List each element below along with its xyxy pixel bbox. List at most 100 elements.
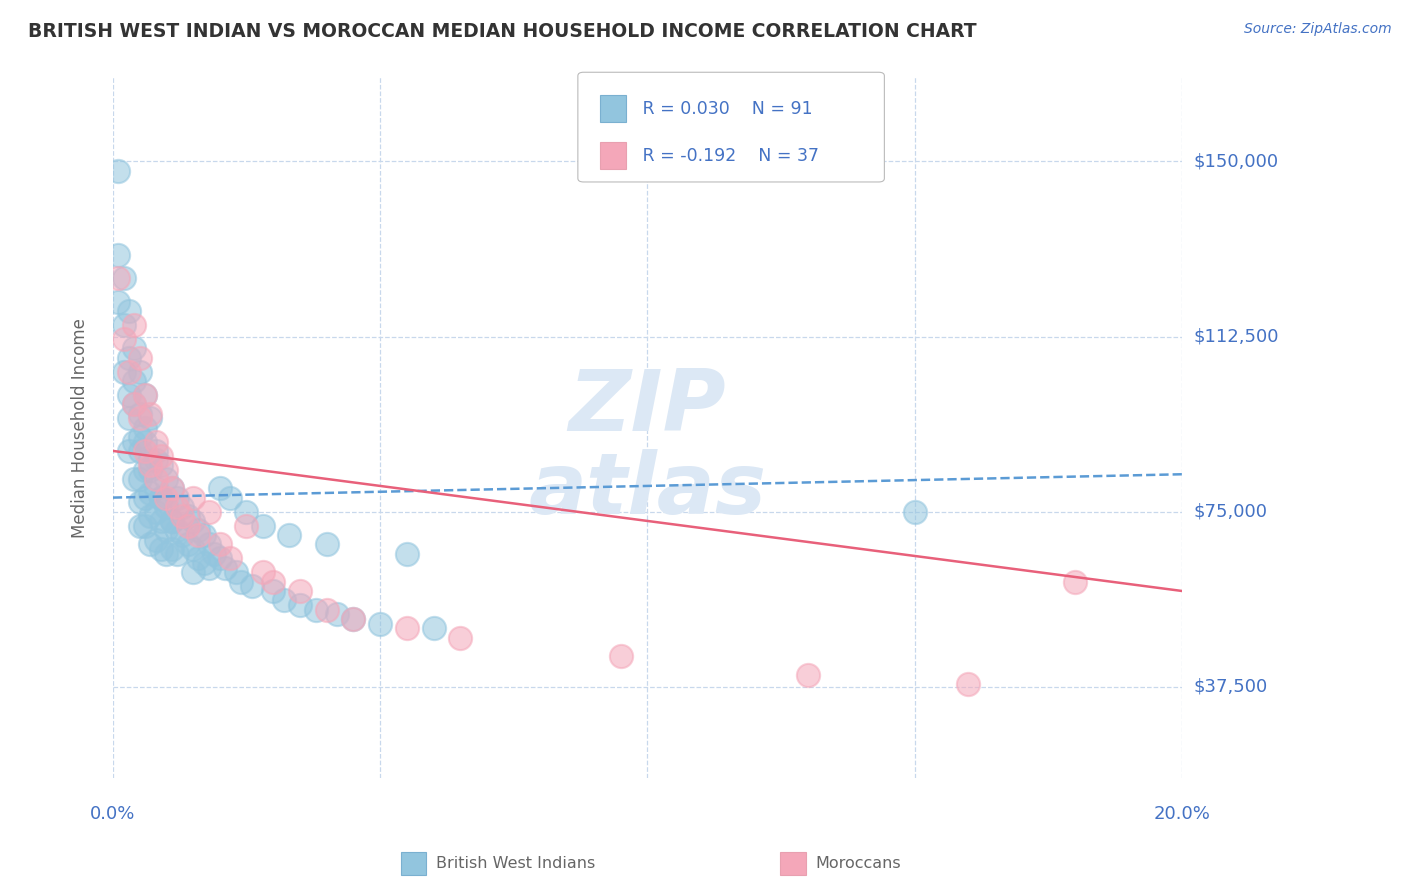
- Point: [172, 500, 194, 514]
- Point: [134, 420, 156, 434]
- Point: [122, 397, 145, 411]
- Text: R = 0.030    N = 91: R = 0.030 N = 91: [637, 100, 813, 118]
- Point: [145, 533, 167, 547]
- Text: Source: ZipAtlas.com: Source: ZipAtlas.com: [1244, 22, 1392, 37]
- Point: [112, 271, 135, 285]
- Point: [149, 458, 172, 472]
- Point: [112, 365, 135, 379]
- Point: [128, 430, 150, 444]
- Point: [118, 365, 141, 379]
- Point: [139, 462, 162, 476]
- Point: [134, 444, 156, 458]
- Point: [160, 514, 183, 528]
- Point: [155, 523, 177, 537]
- Point: [225, 566, 247, 580]
- Point: [187, 528, 209, 542]
- Point: [198, 537, 221, 551]
- Text: $75,000: $75,000: [1194, 502, 1267, 521]
- Point: [181, 514, 204, 528]
- Point: [122, 374, 145, 388]
- Point: [252, 566, 274, 580]
- Point: [278, 528, 301, 542]
- Point: [145, 472, 167, 486]
- Point: [342, 612, 364, 626]
- Point: [160, 481, 183, 495]
- Point: [395, 547, 418, 561]
- Point: [118, 388, 141, 402]
- Point: [252, 518, 274, 533]
- Point: [107, 294, 129, 309]
- Text: British West Indians: British West Indians: [436, 856, 595, 871]
- Point: [107, 271, 129, 285]
- Point: [128, 472, 150, 486]
- Text: Moroccans: Moroccans: [815, 856, 901, 871]
- Y-axis label: Median Household Income: Median Household Income: [72, 318, 89, 538]
- Point: [112, 318, 135, 332]
- Point: [235, 505, 257, 519]
- Point: [139, 486, 162, 500]
- Point: [198, 560, 221, 574]
- Point: [134, 462, 156, 476]
- Point: [155, 472, 177, 486]
- Point: [139, 458, 162, 472]
- Point: [107, 163, 129, 178]
- Point: [957, 677, 980, 691]
- Point: [219, 491, 242, 505]
- Point: [240, 579, 263, 593]
- Point: [172, 528, 194, 542]
- Point: [187, 551, 209, 566]
- Point: [118, 444, 141, 458]
- Point: [139, 537, 162, 551]
- Point: [326, 607, 349, 622]
- Point: [176, 518, 198, 533]
- Point: [176, 509, 198, 524]
- Point: [128, 407, 150, 421]
- Point: [395, 621, 418, 635]
- Point: [181, 566, 204, 580]
- Point: [128, 365, 150, 379]
- Point: [160, 514, 183, 528]
- Point: [139, 411, 162, 425]
- Point: [107, 248, 129, 262]
- Point: [145, 434, 167, 449]
- Point: [155, 462, 177, 476]
- Point: [160, 481, 183, 495]
- Text: $112,500: $112,500: [1194, 327, 1278, 345]
- Point: [187, 523, 209, 537]
- Point: [122, 341, 145, 355]
- Point: [288, 584, 311, 599]
- Point: [262, 574, 284, 589]
- Point: [122, 434, 145, 449]
- Point: [139, 407, 162, 421]
- Text: 20.0%: 20.0%: [1153, 805, 1211, 823]
- Point: [149, 514, 172, 528]
- Point: [134, 388, 156, 402]
- Text: ZIP: ZIP: [568, 366, 725, 449]
- Point: [288, 598, 311, 612]
- Point: [796, 668, 818, 682]
- Text: $37,500: $37,500: [1194, 678, 1267, 696]
- Point: [118, 351, 141, 365]
- Point: [904, 505, 927, 519]
- Point: [149, 541, 172, 556]
- Point: [149, 491, 172, 505]
- Point: [155, 547, 177, 561]
- Point: [128, 444, 150, 458]
- Point: [214, 560, 236, 574]
- Point: [172, 509, 194, 524]
- Point: [149, 449, 172, 463]
- Text: BRITISH WEST INDIAN VS MOROCCAN MEDIAN HOUSEHOLD INCOME CORRELATION CHART: BRITISH WEST INDIAN VS MOROCCAN MEDIAN H…: [28, 22, 977, 41]
- Point: [145, 481, 167, 495]
- Text: 0.0%: 0.0%: [90, 805, 135, 823]
- Point: [235, 518, 257, 533]
- Point: [208, 551, 231, 566]
- Point: [155, 500, 177, 514]
- Point: [208, 537, 231, 551]
- Point: [166, 500, 188, 514]
- Point: [118, 411, 141, 425]
- Point: [422, 621, 444, 635]
- Point: [145, 505, 167, 519]
- Point: [134, 491, 156, 505]
- Point: [262, 584, 284, 599]
- Point: [193, 528, 215, 542]
